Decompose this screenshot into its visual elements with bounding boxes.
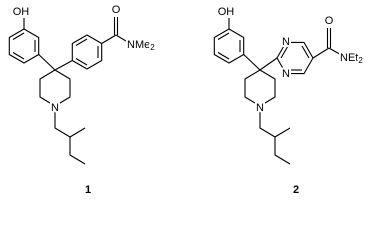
chain bbox=[274, 137, 291, 165]
bond bbox=[217, 52, 230, 60]
nitrogen-label: N bbox=[51, 102, 59, 114]
compound-number: 2 bbox=[293, 184, 299, 196]
chain bbox=[69, 137, 86, 165]
amide-text: NMe bbox=[127, 39, 150, 51]
molecule-2: OH N N O NEt2 N 2 bbox=[213, 4, 365, 198]
chain bbox=[54, 106, 86, 138]
hydroxyl-label: OH bbox=[218, 6, 235, 18]
bond bbox=[12, 32, 25, 40]
phenol-ring bbox=[213, 28, 245, 64]
molecule-1: OH O NMe2 N 1 bbox=[8, 2, 157, 198]
piperidine-ring bbox=[39, 69, 71, 107]
bond bbox=[243, 54, 261, 71]
amide-subscript: 2 bbox=[358, 56, 363, 65]
compound-number: 1 bbox=[85, 184, 91, 196]
bond bbox=[75, 38, 88, 46]
bond bbox=[328, 47, 344, 57]
amide-label: NMe2 bbox=[127, 39, 155, 52]
bond bbox=[101, 34, 117, 44]
pyrimidine-nitrogen-label: N bbox=[282, 36, 290, 48]
nitrogen-label: N bbox=[256, 102, 264, 114]
bond bbox=[217, 32, 230, 40]
chain bbox=[259, 106, 291, 138]
oxygen-label: O bbox=[112, 4, 121, 16]
piperidine-ring bbox=[244, 69, 276, 107]
amide-label: NEt2 bbox=[340, 52, 363, 65]
benzene-ring bbox=[71, 34, 103, 70]
bond bbox=[259, 57, 278, 71]
bond bbox=[54, 60, 73, 71]
bond bbox=[115, 34, 131, 44]
bond bbox=[280, 45, 289, 59]
bond bbox=[312, 47, 330, 59]
pyrimidine-nitrogen-label: N bbox=[282, 68, 290, 80]
bond bbox=[75, 58, 88, 66]
amide-subscript: 2 bbox=[150, 43, 155, 52]
bond bbox=[12, 52, 25, 60]
bond bbox=[38, 54, 56, 71]
phenol-ring bbox=[8, 28, 40, 64]
hydroxyl-label: OH bbox=[13, 6, 30, 18]
diagram: OH O NMe2 N 1 OH N N O NEt2 N 2 bbox=[8, 2, 365, 198]
bond bbox=[301, 45, 310, 59]
oxygen-label: O bbox=[325, 15, 334, 27]
amide-text: NEt bbox=[340, 52, 358, 64]
